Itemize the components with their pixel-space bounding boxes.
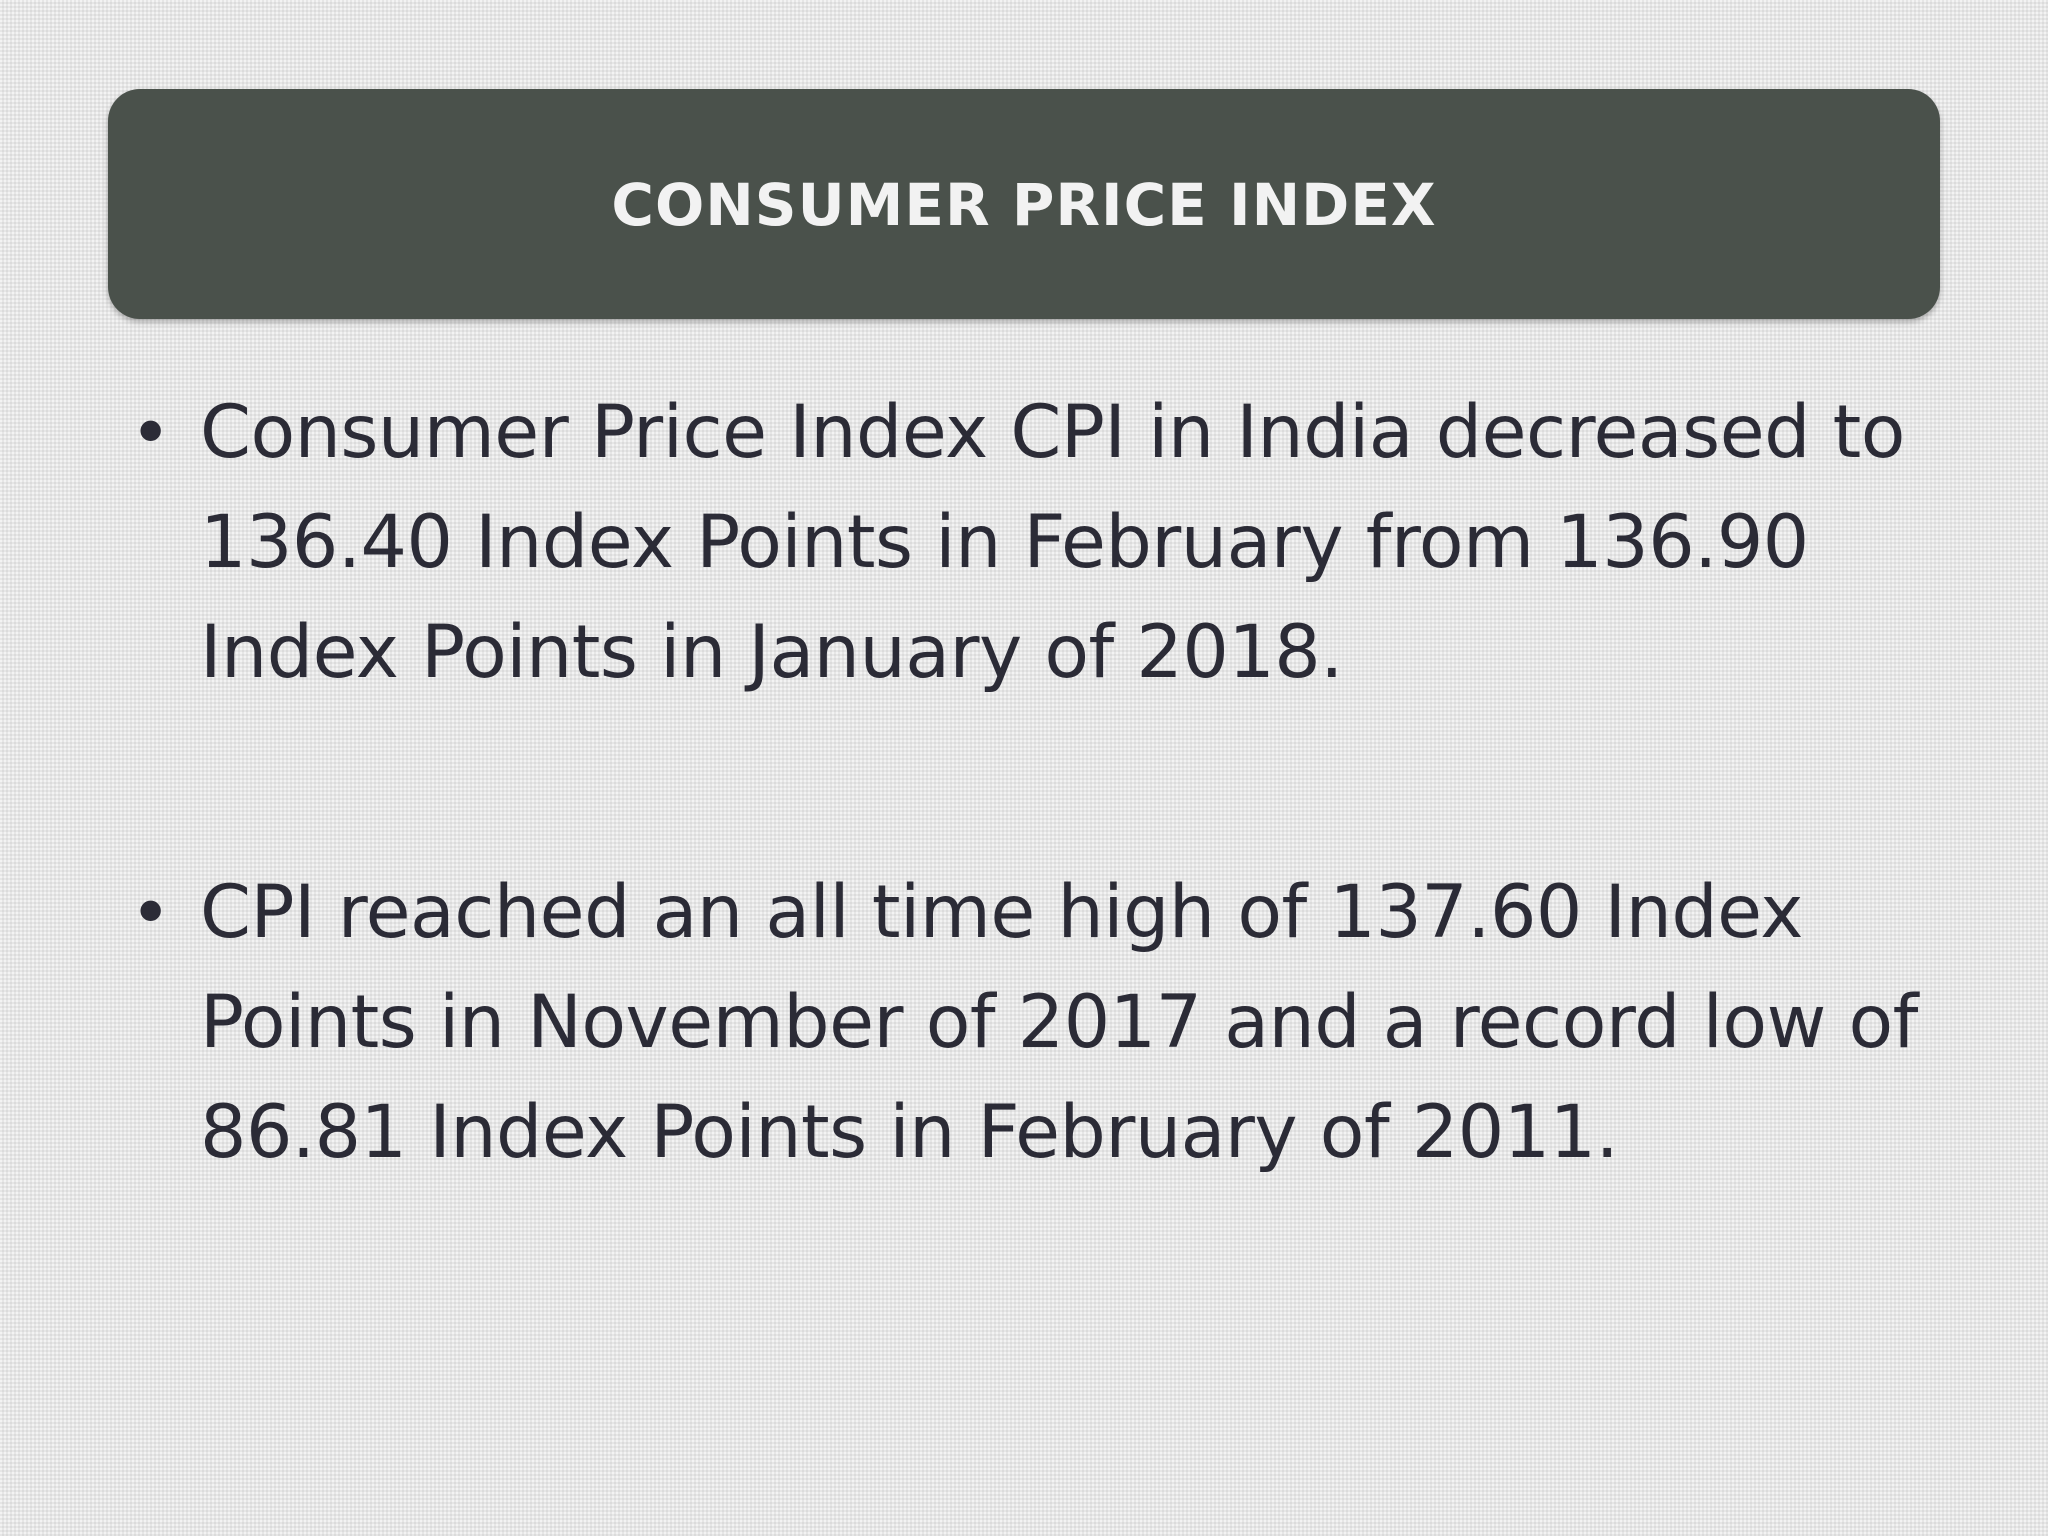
bullet-text-2: CPI reached an all time high of 137.60 I…: [200, 870, 1918, 1175]
bullet-dot-icon: •: [130, 872, 171, 954]
title-banner: CONSUMER PRICE INDEX: [108, 89, 1940, 319]
bullet-list: • Consumer Price Index CPI in India decr…: [120, 378, 1920, 1188]
bullet-item-2: • CPI reached an all time high of 137.60…: [120, 858, 1920, 1188]
bullet-text-1: Consumer Price Index CPI in India decrea…: [200, 390, 1905, 695]
bullet-dot-icon: •: [130, 392, 171, 474]
bullet-item-1: • Consumer Price Index CPI in India decr…: [120, 378, 1920, 708]
slide-title: CONSUMER PRICE INDEX: [611, 171, 1437, 239]
